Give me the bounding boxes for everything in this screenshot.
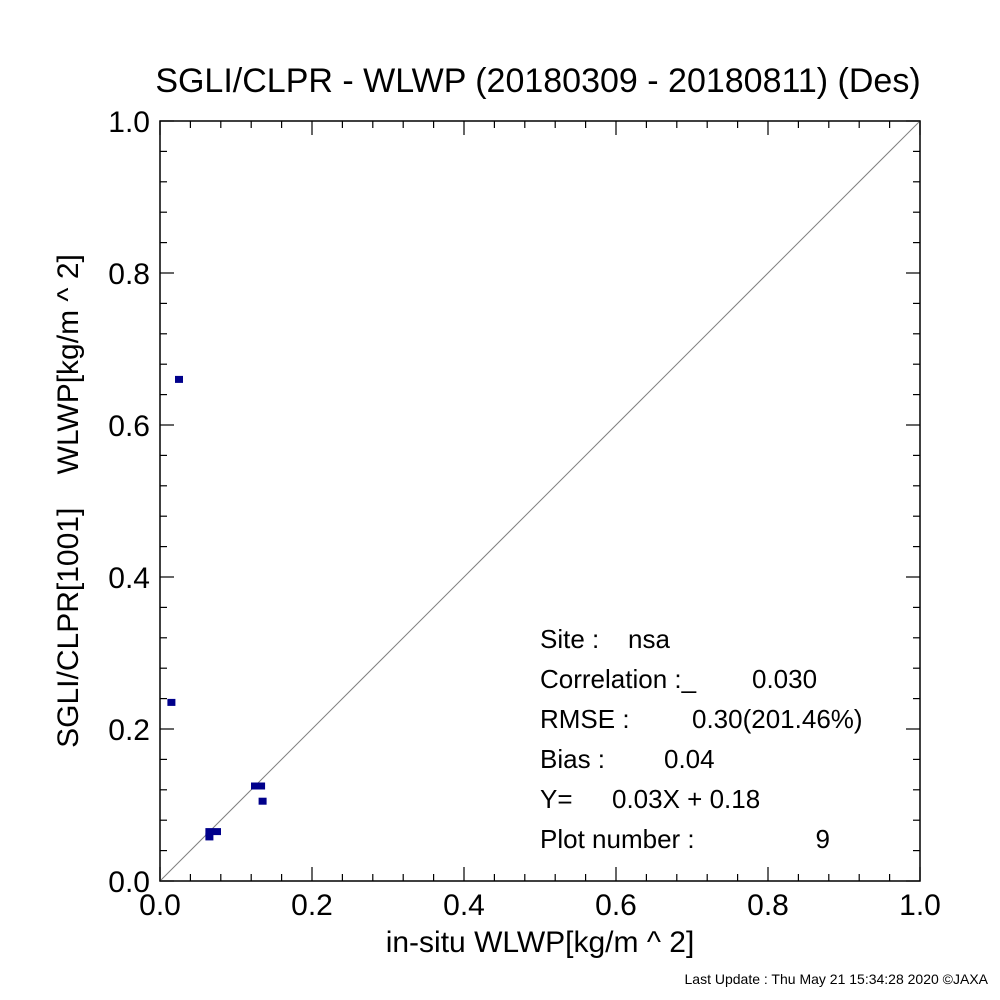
data-point: [167, 698, 176, 706]
x-tick-label: 0.0: [139, 889, 181, 922]
data-point: [205, 833, 214, 841]
stat-value: 0.03X + 0.18: [612, 784, 760, 814]
stat-label: Y=: [540, 784, 573, 814]
data-point: [251, 782, 259, 790]
stat-label: Plot number :: [540, 824, 695, 854]
chart-title: SGLI/CLPR - WLWP (20180309 - 20180811) (…: [155, 62, 920, 100]
stat-value: 0.04: [664, 744, 715, 774]
y-tick-label: 1.0: [108, 106, 150, 139]
x-tick-label: 0.2: [291, 889, 333, 922]
data-point: [213, 828, 221, 836]
x-tick-label: 0.4: [443, 889, 485, 922]
data-point: [258, 797, 267, 805]
stat-label: Site :: [540, 624, 599, 654]
x-axis-label: in-situ WLWP[kg/m ^ 2]: [386, 926, 695, 959]
y-tick-label: 0.4: [108, 562, 150, 595]
stat-value: nsa: [628, 624, 670, 654]
last-update-footer: Last Update : Thu May 21 15:34:28 2020 ©…: [685, 971, 989, 987]
data-point: [205, 828, 214, 836]
stat-value: 0.30(201.46%): [692, 704, 863, 734]
stat-label: Bias :: [540, 744, 605, 774]
plot-frame: [159, 120, 921, 882]
y-axis-label: SGLI/CLPR[1001] WLWP[kg/m ^ 2]: [52, 254, 85, 748]
x-tick-label: 0.8: [747, 889, 789, 922]
statistics-box: Site : nsa Correlation :_ 0.030 RMSE : 0.30(2…: [540, 624, 863, 854]
axis-ticks: [159, 120, 921, 882]
x-tick-labels: 0.0 0.2 0.4 0.6 0.8 1.0: [139, 889, 941, 922]
x-tick-label: 1.0: [899, 889, 941, 922]
x-tick-label: 0.6: [595, 889, 637, 922]
y-tick-label: 0.0: [108, 866, 150, 899]
data-point: [257, 782, 266, 790]
stat-label: Correlation :_: [540, 664, 697, 694]
stat-value: 0.030: [752, 664, 817, 694]
y-tick-label: 0.2: [108, 714, 150, 747]
one-to-one-line: [159, 120, 921, 882]
stat-value: 9: [816, 824, 830, 854]
data-points: [167, 375, 267, 841]
stat-label: RMSE :: [540, 704, 630, 734]
y-tick-labels: 0.0 0.2 0.4 0.6 0.8 1.0: [108, 106, 150, 899]
data-point: [175, 375, 183, 383]
y-tick-label: 0.8: [108, 258, 150, 291]
y-tick-label: 0.6: [108, 410, 150, 443]
